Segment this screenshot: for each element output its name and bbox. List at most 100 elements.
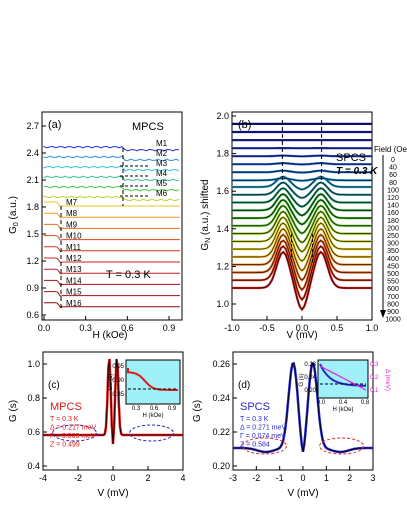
panel-c-inset-xtick: 0.3: [132, 406, 141, 412]
panel-d-ytick-label: 0.22: [212, 427, 230, 437]
d-param: Δ = 0.271 meV: [240, 425, 286, 432]
panel-a-curve-M5: [43, 185, 180, 192]
panel-c-inset-ytick: 0.95: [112, 364, 124, 370]
panel-b-fit: [232, 251, 372, 311]
panel-a-curve-label: M12: [66, 254, 82, 263]
panel-c-plot: 0.95 0.90 0.85 0.3 0.6 0.9 H (kOe) G0 (s): [43, 358, 183, 445]
panel-a-title: MPCS: [132, 121, 164, 133]
panel-a-curve-label: M9: [66, 220, 78, 229]
d-ellipse-right: [319, 437, 364, 455]
panel-b-field-value: 140: [387, 203, 399, 210]
panel-c-inset-curve: [127, 368, 178, 391]
panel-b-field-legend: 0406080100120140160180200250300350400450…: [385, 157, 401, 324]
d-ellipse-left: [242, 437, 287, 455]
c-ellipse-right: [129, 424, 174, 442]
panel-d-inset-y2label: Δ (meV): [384, 369, 390, 391]
d-param: T = 0.3 K: [240, 416, 269, 423]
panel-a-curve-label: M14: [66, 276, 82, 285]
panel-b-fit: [232, 177, 372, 182]
d-fit-curve: [233, 362, 373, 453]
panel-a-ytick-label: 2.7: [26, 121, 39, 131]
panel-b-field-value: 100: [387, 187, 399, 194]
panel-a-xtick-label: 0.0: [38, 323, 51, 333]
panel-a-curve-M11: [44, 246, 180, 252]
panel-c: 0.950.900.850.3 0.6 0.9H (kOe)G0 (s) 1.00.…: [8, 351, 186, 499]
panel-a-curve-label: M3: [156, 159, 168, 168]
c-param: Δ = 0.217 meV: [50, 425, 96, 432]
panel-a-yticks: 2.7 2.4 2.1 1.8 1.5 1.2 0.9 0.6: [26, 121, 46, 320]
panel-a-curve-M15: [44, 291, 180, 297]
panel-a-curve-label: M15: [66, 288, 82, 297]
panel-b-fit: [232, 245, 372, 301]
panel-c-xtick-label: -4: [39, 473, 47, 483]
panel-a-xtick-label: 0.3: [79, 323, 92, 333]
panel-c-yticks: 1.0 0.8 0.6 0.4: [27, 359, 47, 471]
panel-a-curve-label: M2: [156, 149, 168, 158]
panel-c-xtick-label: -2: [74, 473, 82, 483]
panel-a-curve-label: M1: [156, 139, 168, 148]
panel-b-field-value: 600: [387, 286, 399, 293]
panel-b-fit: [232, 211, 372, 243]
panel-d-inset-y2tick: 0.2: [370, 375, 379, 381]
panel-b-title: SPCS: [336, 152, 366, 164]
panel-d-xtick-label: -2: [252, 473, 260, 483]
panel-b-fit: [232, 216, 372, 253]
panel-b-fit: [232, 187, 372, 208]
panel-b-ytick-label: 1.6: [216, 186, 229, 196]
panel-b-field-value: 350: [387, 248, 399, 255]
panel-a-curve-label: M16: [66, 299, 82, 308]
panel-a-xtick-label: 0.9: [163, 323, 176, 333]
panel-a-curve-M8: [44, 212, 180, 219]
panel-b-xtick-label: 0.0: [296, 323, 309, 333]
panel-b-field-value: 900: [387, 309, 399, 316]
panel-a-ytick-label: 1.8: [26, 202, 39, 212]
panel-b-field-value: 0: [391, 157, 395, 164]
panel-a-curve-label: M5: [156, 179, 168, 188]
panel-a-curve-M1: [43, 145, 180, 152]
panel-a-curve-M3: [43, 165, 180, 172]
panel-b-xtick-label: -0.5: [259, 323, 275, 333]
panel-b-temp: T = 0.3 K: [336, 166, 378, 177]
panel-b-field-value: 800: [387, 301, 399, 308]
panel-b-field-value: 80: [389, 180, 397, 187]
panel-c-label: (c): [48, 380, 60, 391]
panel-c-xlabel: V (mV): [97, 488, 128, 499]
panel-a-xlabel: H (kOe): [93, 330, 128, 341]
panel-a-ytick-label: 0.9: [26, 283, 39, 293]
panel-b-legend-title: Field (Oe): [374, 145, 407, 154]
c-ellipse-left: [52, 424, 97, 442]
panel-b-field-value: 500: [387, 271, 399, 278]
panel-d-title: SPCS: [240, 401, 270, 413]
panel-b-fit: [232, 234, 372, 281]
panel-a-ytick-label: 1.2: [26, 256, 39, 266]
panel-b-fit: [232, 193, 372, 216]
panel-b-xlabel: V (mV): [286, 330, 317, 341]
panel-b-ytick-label: 1.4: [216, 224, 229, 234]
c-fit-curve: [43, 359, 183, 445]
panel-a-curve-M4: [43, 175, 179, 182]
panel-b-field-value: 450: [387, 263, 399, 270]
panel-b-ylabel: GN (a.u.) shifted: [200, 179, 212, 250]
panel-a-ylabel: G0 (a.u.): [8, 196, 20, 234]
panel-b: 2.01.81.61.41.21.0 -1.0 -0.5 0.0 0.5 1.0 040…: [200, 111, 407, 341]
panel-d-inset-ytick: 0.28: [304, 362, 316, 368]
panel-a-curve-M12: [44, 257, 180, 264]
panel-c-inset-ytick: 0.85: [112, 392, 124, 398]
panel-c-inset-xtick: 0.6: [150, 406, 159, 412]
panel-d-inset-gap-curve: [319, 365, 367, 391]
panel-a-curve-M14: [44, 279, 180, 286]
panel-a-label: (a): [48, 119, 61, 131]
panel-b-yticks: 2.0 1.8 1.6 1.4 1.2 1.0: [216, 111, 236, 309]
panel-a-curve-label: M6: [156, 189, 168, 198]
panel-b-xticks: -1.0 -0.5 0.0 0.5 1.0: [224, 316, 378, 333]
panel-a-curve-label: M7: [66, 198, 78, 207]
panel-a-curve-M2: [43, 155, 180, 162]
panel-d-inset-xtick: 0.0: [317, 400, 326, 406]
panel-a-curve-M9: [44, 223, 180, 230]
panel-d-inset-xtick: 0.8: [361, 400, 370, 406]
panel-d-xticks: -3 -2 -1 0 1 2 3: [229, 466, 376, 483]
panel-d-label: (d): [238, 380, 250, 391]
panel-d-xtick-label: -3: [229, 473, 237, 483]
panel-a-curve-M10: [44, 235, 180, 241]
